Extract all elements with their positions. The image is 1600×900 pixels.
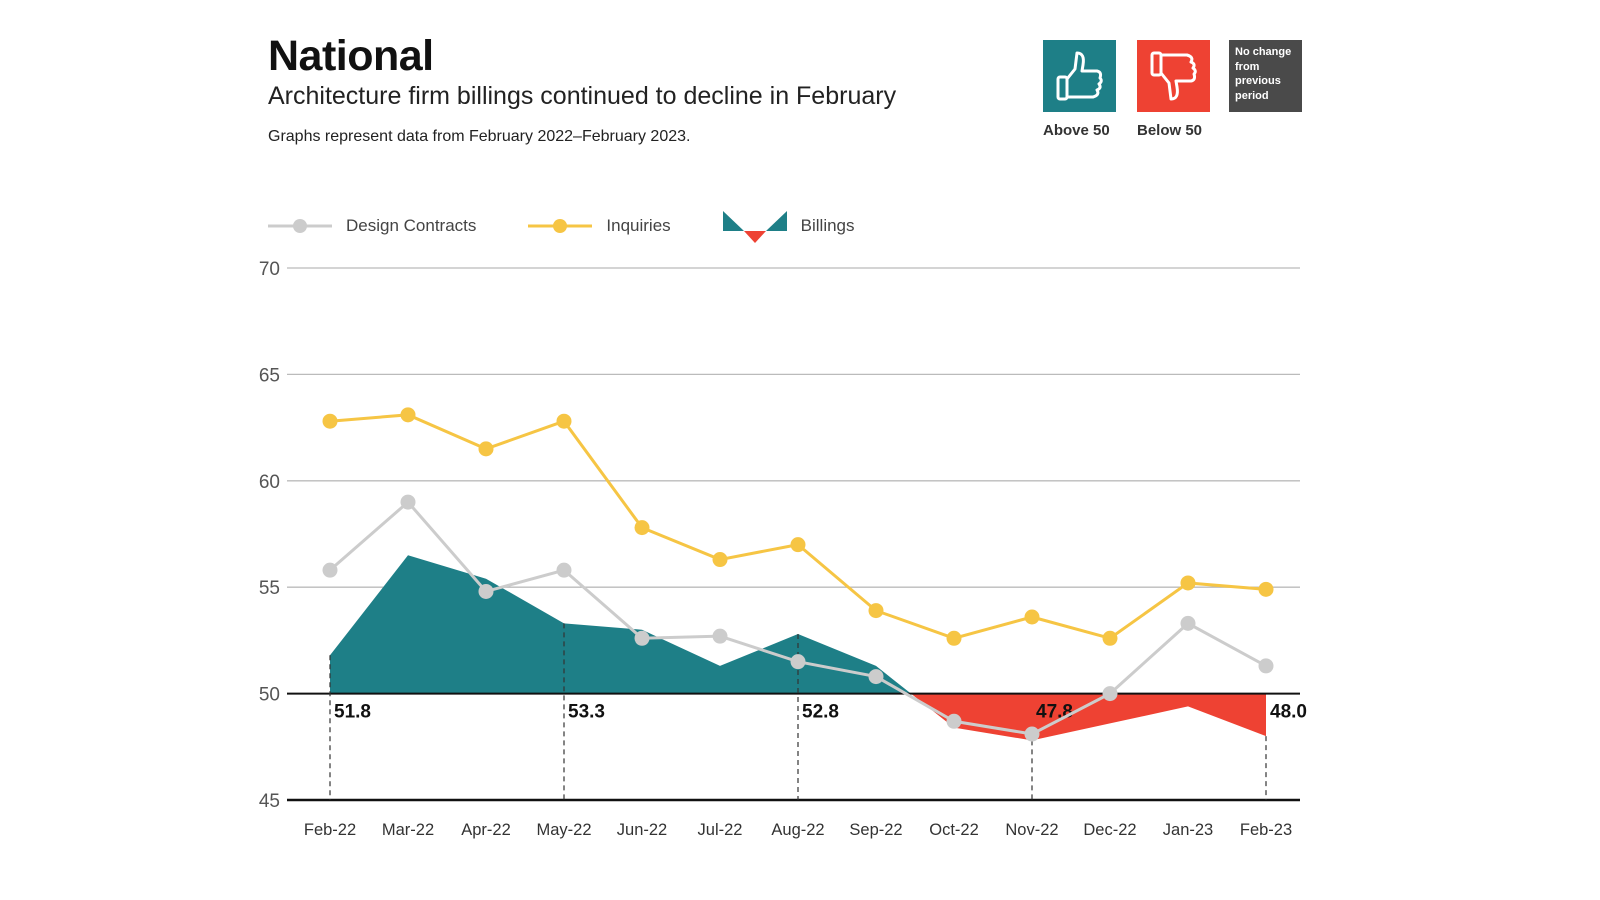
data-point [1258,658,1274,674]
y-tick-label: 50 [259,685,280,706]
data-point [634,630,650,646]
billings-value-label: 48.0 [1270,702,1307,723]
thumbs-down-icon [1150,51,1197,101]
x-tick-label: Nov-22 [1005,821,1058,839]
x-tick-label: May-22 [536,821,591,839]
page-title: National [268,32,434,80]
billings-value-label: 53.3 [568,702,605,723]
x-tick-label: Jan-23 [1163,821,1213,839]
y-tick-label: 70 [259,259,280,280]
x-tick-label: Apr-22 [461,821,511,839]
x-tick-label: Sep-22 [849,821,902,839]
data-range-note: Graphs represent data from February 2022… [268,128,691,145]
yellow-line-marker-icon [528,219,593,233]
billings-area-above-50 [330,555,1266,694]
data-point [1180,615,1196,631]
data-point [322,562,338,578]
data-point [712,552,728,568]
data-point [556,562,572,578]
page-subtitle: Architecture firm billings continued to … [268,82,897,110]
data-point [1258,581,1274,597]
legend-billings: Billings [722,205,855,247]
data-point [712,628,728,644]
x-tick-label: Mar-22 [382,821,434,839]
billings-value-label: 52.8 [802,702,839,723]
x-tick-label: Aug-22 [771,821,824,839]
data-point [868,603,884,619]
chart-legend: Design Contracts Inquiries Billings [268,205,907,247]
thumbs-up-icon [1056,51,1103,101]
data-point [634,520,650,536]
x-tick-label: Dec-22 [1083,821,1136,839]
below-50-label: Below 50 [1137,122,1203,139]
data-point [790,654,806,670]
data-point [1180,575,1196,591]
data-point [556,413,572,429]
data-point [1024,609,1040,625]
above-50-key [1043,40,1116,112]
x-tick-label: Feb-22 [304,821,356,839]
above-50-label: Above 50 [1043,122,1110,139]
legend-label: Design Contracts [346,216,477,235]
x-tick-label: Feb-23 [1240,821,1292,839]
data-point [400,407,416,423]
data-point [1102,630,1118,646]
data-point [1102,686,1118,702]
billings-value-label: 47.8 [1036,702,1073,723]
legend-design-contracts: Design Contracts [268,216,476,236]
data-point [868,669,884,685]
data-point [790,537,806,553]
data-point [322,413,338,429]
y-tick-label: 60 [259,472,280,493]
billings-area-icon [722,211,787,243]
billings-value-label: 51.8 [334,702,371,723]
data-point [946,713,962,729]
x-tick-label: Oct-22 [929,821,979,839]
legend-label: Inquiries [606,216,671,235]
x-tick-label: Jun-22 [617,821,667,839]
data-point [478,441,494,457]
below-50-key [1137,40,1210,112]
y-tick-label: 65 [259,365,280,386]
no-change-key: No change from previous period [1229,40,1302,112]
gray-line-marker-icon [268,219,332,233]
legend-label: Billings [800,216,855,235]
data-point [946,630,962,646]
data-point [478,583,494,599]
legend-inquiries: Inquiries [528,216,671,236]
data-point [400,494,416,510]
y-tick-label: 55 [259,578,280,599]
data-point [1024,726,1040,742]
y-tick-label: 45 [259,791,280,812]
x-tick-label: Jul-22 [698,821,743,839]
